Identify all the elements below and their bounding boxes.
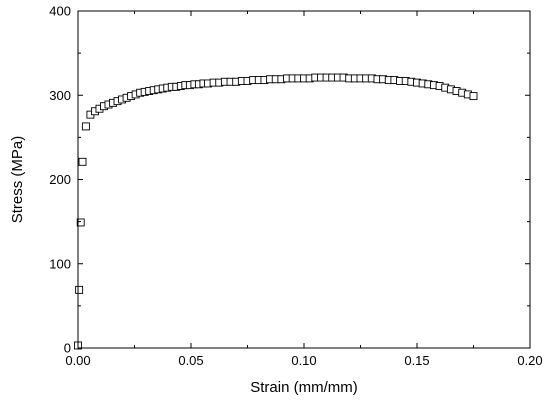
data-point	[469, 92, 478, 101]
y-tick-label: 300	[49, 88, 71, 103]
y-axis-ticks: 0 100 200 300 400	[49, 4, 530, 356]
data-point	[75, 285, 84, 294]
x-tick-label: 0.05	[178, 353, 203, 368]
y-tick-label: 0	[64, 341, 71, 356]
data-point	[81, 122, 90, 131]
y-tick-label: 200	[49, 172, 71, 187]
x-axis-ticks: 0.00 0.05 0.10 0.15 0.20	[65, 11, 543, 368]
data-point	[76, 218, 85, 227]
x-axis-label: Strain (mm/mm)	[250, 379, 358, 396]
data-markers	[74, 73, 478, 350]
plot-frame	[77, 10, 531, 349]
data-point	[78, 157, 87, 166]
x-tick-label: 0.20	[517, 353, 542, 368]
x-tick-label: 0.10	[291, 353, 316, 368]
x-tick-label: 0.15	[404, 353, 429, 368]
y-tick-label: 100	[49, 256, 71, 271]
y-tick-label: 400	[49, 4, 71, 19]
y-axis-label: Stress (MPa)	[9, 136, 26, 224]
x-tick-label: 0.00	[65, 353, 90, 368]
